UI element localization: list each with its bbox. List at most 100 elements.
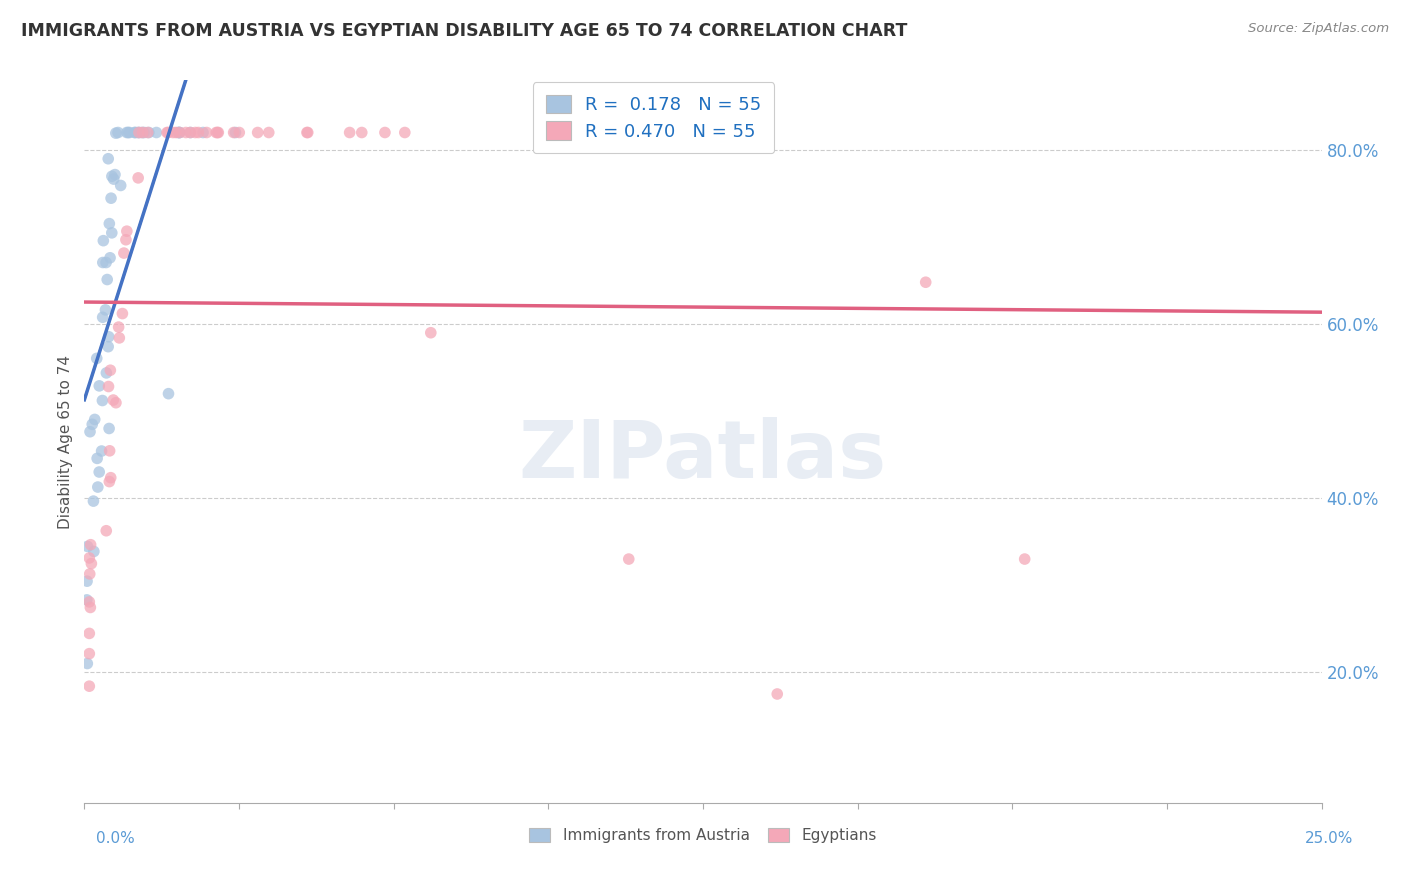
Point (100, 471, 122, 485)
Point (195, 126, 218, 140)
Point (104, 168, 127, 182)
Point (131, 126, 153, 140)
Point (97, 152, 120, 166)
Point (118, 126, 141, 140)
Point (128, 126, 150, 140)
Point (179, 126, 201, 140)
Point (257, 126, 280, 140)
Point (134, 126, 156, 140)
Point (76, 593, 98, 607)
Point (169, 126, 191, 140)
Point (374, 126, 396, 140)
Point (93, 234, 115, 248)
Point (98, 421, 121, 435)
Point (187, 126, 209, 140)
Point (83, 544, 105, 558)
Point (157, 126, 180, 140)
Point (89, 379, 111, 393)
Point (94, 302, 117, 317)
Point (101, 226, 124, 240)
Point (179, 126, 201, 140)
Point (79, 679, 101, 693)
Point (98, 443, 121, 458)
Point (79, 566, 101, 581)
Point (76, 657, 98, 671)
Point (97, 340, 120, 354)
Point (82, 417, 104, 432)
Point (124, 126, 146, 140)
Point (205, 126, 228, 140)
Text: IMMIGRANTS FROM AUSTRIA VS EGYPTIAN DISABILITY AGE 65 TO 74 CORRELATION CHART: IMMIGRANTS FROM AUSTRIA VS EGYPTIAN DISA… (21, 22, 907, 40)
Point (174, 126, 197, 140)
Point (156, 126, 179, 140)
Legend: Immigrants from Austria, Egyptians: Immigrants from Austria, Egyptians (523, 822, 883, 849)
Point (228, 126, 250, 140)
Point (224, 126, 246, 140)
Point (191, 126, 214, 140)
Point (79, 425, 101, 439)
Point (162, 126, 184, 140)
Point (115, 224, 138, 238)
Text: 0.0%: 0.0% (96, 831, 135, 846)
Point (79, 626, 101, 640)
Point (145, 126, 167, 140)
Point (617, 552, 640, 566)
Point (112, 246, 135, 260)
Point (297, 126, 319, 140)
Point (350, 126, 373, 140)
Point (124, 126, 146, 140)
Point (107, 126, 129, 140)
Text: Source: ZipAtlas.com: Source: ZipAtlas.com (1249, 22, 1389, 36)
Point (108, 331, 131, 345)
Text: 25.0%: 25.0% (1305, 831, 1353, 846)
Point (96, 272, 118, 286)
Point (98, 251, 121, 265)
Point (136, 126, 159, 140)
Text: ZIPatlas: ZIPatlas (519, 417, 887, 495)
Point (79, 538, 101, 552)
Point (207, 126, 229, 140)
Point (131, 126, 153, 140)
Point (79, 600, 101, 615)
Point (117, 126, 139, 140)
Point (86, 451, 108, 466)
Point (94, 255, 117, 269)
Point (914, 275, 936, 289)
Point (104, 126, 127, 140)
Point (184, 126, 207, 140)
Point (96, 366, 118, 380)
Point (104, 395, 127, 409)
Point (100, 191, 122, 205)
Y-axis label: Disability Age 65 to 74: Disability Age 65 to 74 (58, 354, 73, 529)
Point (79, 647, 101, 661)
Point (91, 255, 114, 269)
Point (111, 307, 134, 321)
Point (86, 351, 108, 366)
Point (87, 480, 110, 494)
Point (82, 494, 104, 508)
Point (339, 126, 361, 140)
Point (419, 326, 441, 340)
Point (90, 444, 112, 458)
Point (207, 126, 229, 140)
Point (89, 465, 111, 479)
Point (128, 126, 150, 140)
Point (110, 178, 132, 193)
Point (103, 392, 125, 407)
Point (97, 379, 120, 393)
Point (394, 126, 416, 140)
Point (80, 557, 103, 571)
Point (91, 310, 114, 325)
Point (103, 172, 125, 186)
Point (98, 217, 121, 231)
Point (83, 412, 105, 426)
Point (295, 126, 318, 140)
Point (766, 687, 789, 701)
Point (76, 540, 98, 554)
Point (1014, 552, 1036, 566)
Point (169, 126, 191, 140)
Point (157, 386, 180, 401)
Point (167, 126, 190, 140)
Point (222, 126, 245, 140)
Point (115, 233, 138, 247)
